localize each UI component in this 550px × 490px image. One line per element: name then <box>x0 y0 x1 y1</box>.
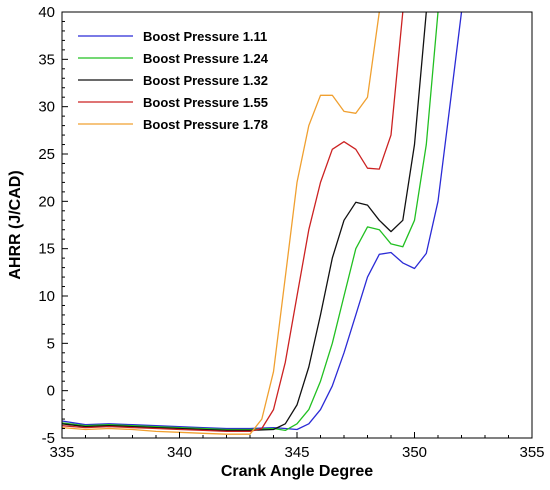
x-axis-ticks: 335 340 345 350 355 <box>49 432 545 461</box>
x-tick-label: 345 <box>284 444 309 461</box>
plot-background <box>62 12 532 438</box>
y-tick-label: 20 <box>38 193 55 210</box>
series-line-2 <box>62 12 439 432</box>
y-tick-label: 30 <box>38 99 55 116</box>
y-tick-label: 10 <box>38 288 55 305</box>
legend-label: Boost Pressure 1.24 <box>143 51 269 66</box>
x-tick-label: 350 <box>402 444 427 461</box>
y-tick-label: 40 <box>38 4 55 21</box>
series-layer <box>62 12 463 435</box>
legend-label: Boost Pressure 1.32 <box>143 73 268 88</box>
y-axis-title: AHRR (J/CAD) <box>7 170 24 279</box>
y-tick-label: 15 <box>38 241 55 258</box>
legend-label: Boost Pressure 1.55 <box>143 95 268 110</box>
x-axis-title: Crank Angle Degree <box>221 463 373 480</box>
x-tick-label: 340 <box>167 444 192 461</box>
y-tick-label: 35 <box>38 51 55 68</box>
x-tick-label: 335 <box>49 444 74 461</box>
series-line-1 <box>62 12 463 431</box>
x-tick-label: 355 <box>519 444 544 461</box>
legend-label: Boost Pressure 1.11 <box>143 29 267 44</box>
y-tick-label: 25 <box>38 146 55 163</box>
series-line-3 <box>62 12 427 432</box>
legend: Boost Pressure 1.11 Boost Pressure 1.24 Bo… <box>78 29 269 132</box>
y-tick-label: -5 <box>42 430 55 447</box>
y-tick-label: 5 <box>47 335 55 352</box>
legend-label: Boost Pressure 1.78 <box>143 117 268 132</box>
y-axis-ticks: -5 0 5 10 15 20 25 30 35 40 <box>38 4 68 447</box>
series-line-5 <box>62 12 380 435</box>
series-line-4 <box>62 12 404 433</box>
y-tick-label: 0 <box>47 383 55 400</box>
